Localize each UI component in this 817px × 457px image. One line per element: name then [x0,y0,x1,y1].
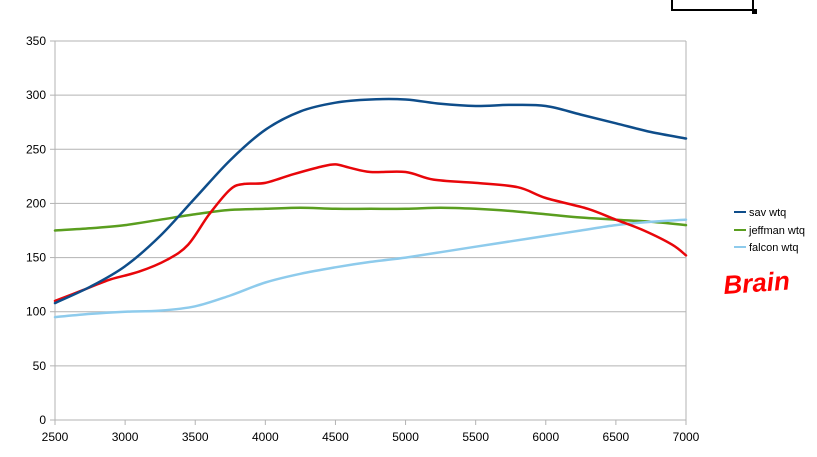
legend-item-falcon: falcon wtq [734,242,799,254]
legend: sav wtq jeffman wtq falcon wtq [734,207,805,254]
top-box [671,0,754,11]
x-tick-label: 6000 [532,430,559,444]
top-box-corner [752,9,757,14]
x-tick-label: 4500 [322,430,349,444]
series-jeffman-wtq [53,206,688,232]
y-tick-label: 250 [26,142,46,156]
series-falcon-wtq [53,218,688,319]
x-tick-label: 4000 [252,430,279,444]
series-red-unlabeled [53,163,688,303]
legend-label-sav: sav wtq [749,207,786,219]
y-tick-label: 350 [26,34,46,48]
y-tick-label: 300 [26,88,46,102]
legend-item-jeffman: jeffman wtq [734,225,805,237]
x-tick-label: 2500 [42,430,69,444]
y-tick-label: 150 [26,251,46,265]
x-tick-label: 5000 [392,430,419,444]
y-tick-label: 0 [39,413,46,427]
brain-annotation: Brain [722,265,790,300]
legend-item-sav: sav wtq [734,207,786,219]
legend-label-jeffman: jeffman wtq [748,225,805,237]
grid-lines [55,40,687,421]
x-tick-label: 7000 [673,430,700,444]
series-sav-wtq [53,97,688,305]
legend-label-falcon: falcon wtq [749,242,799,254]
x-tick-label: 3500 [182,430,209,444]
y-tick-label: 200 [26,196,46,210]
y-tick-label: 50 [33,359,47,373]
x-tick-labels: 2500 3000 3500 4000 4500 5000 5500 6000 6500 7000 [42,420,700,444]
series-lines [53,97,688,319]
x-tick-label: 6500 [603,430,630,444]
x-tick-label: 3000 [112,430,139,444]
x-tick-label: 5500 [462,430,489,444]
y-tick-label: 100 [26,305,46,319]
axes [54,41,686,421]
y-tick-labels: 0 50 100 150 200 250 300 350 [26,34,55,427]
